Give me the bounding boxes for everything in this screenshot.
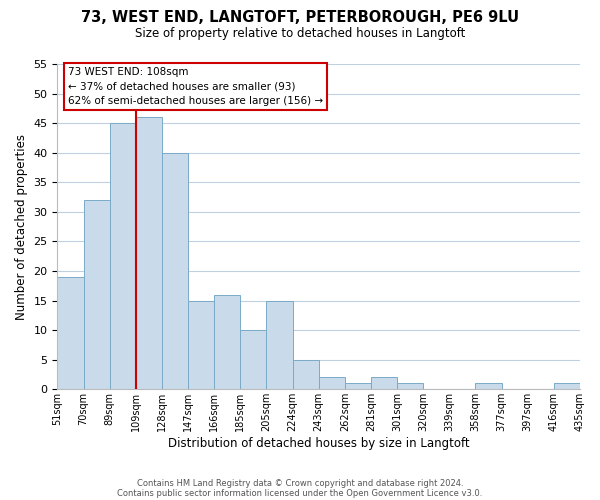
- Text: Contains public sector information licensed under the Open Government Licence v3: Contains public sector information licen…: [118, 488, 482, 498]
- Bar: [83, 200, 110, 390]
- Bar: [397, 384, 423, 390]
- Bar: [554, 384, 580, 390]
- Bar: [110, 123, 136, 390]
- Text: 73, WEST END, LANGTOFT, PETERBOROUGH, PE6 9LU: 73, WEST END, LANGTOFT, PETERBOROUGH, PE…: [81, 10, 519, 25]
- Bar: [475, 384, 502, 390]
- Bar: [162, 152, 188, 390]
- Bar: [58, 277, 83, 390]
- Y-axis label: Number of detached properties: Number of detached properties: [15, 134, 28, 320]
- Text: Size of property relative to detached houses in Langtoft: Size of property relative to detached ho…: [135, 28, 465, 40]
- Bar: [136, 117, 162, 390]
- Bar: [241, 330, 266, 390]
- Bar: [188, 300, 214, 390]
- X-axis label: Distribution of detached houses by size in Langtoft: Distribution of detached houses by size …: [168, 437, 470, 450]
- Text: Contains HM Land Registry data © Crown copyright and database right 2024.: Contains HM Land Registry data © Crown c…: [137, 478, 463, 488]
- Bar: [345, 384, 371, 390]
- Bar: [266, 300, 293, 390]
- Text: 73 WEST END: 108sqm
← 37% of detached houses are smaller (93)
62% of semi-detach: 73 WEST END: 108sqm ← 37% of detached ho…: [68, 68, 323, 106]
- Bar: [319, 378, 345, 390]
- Bar: [371, 378, 397, 390]
- Bar: [214, 294, 241, 390]
- Bar: [293, 360, 319, 390]
